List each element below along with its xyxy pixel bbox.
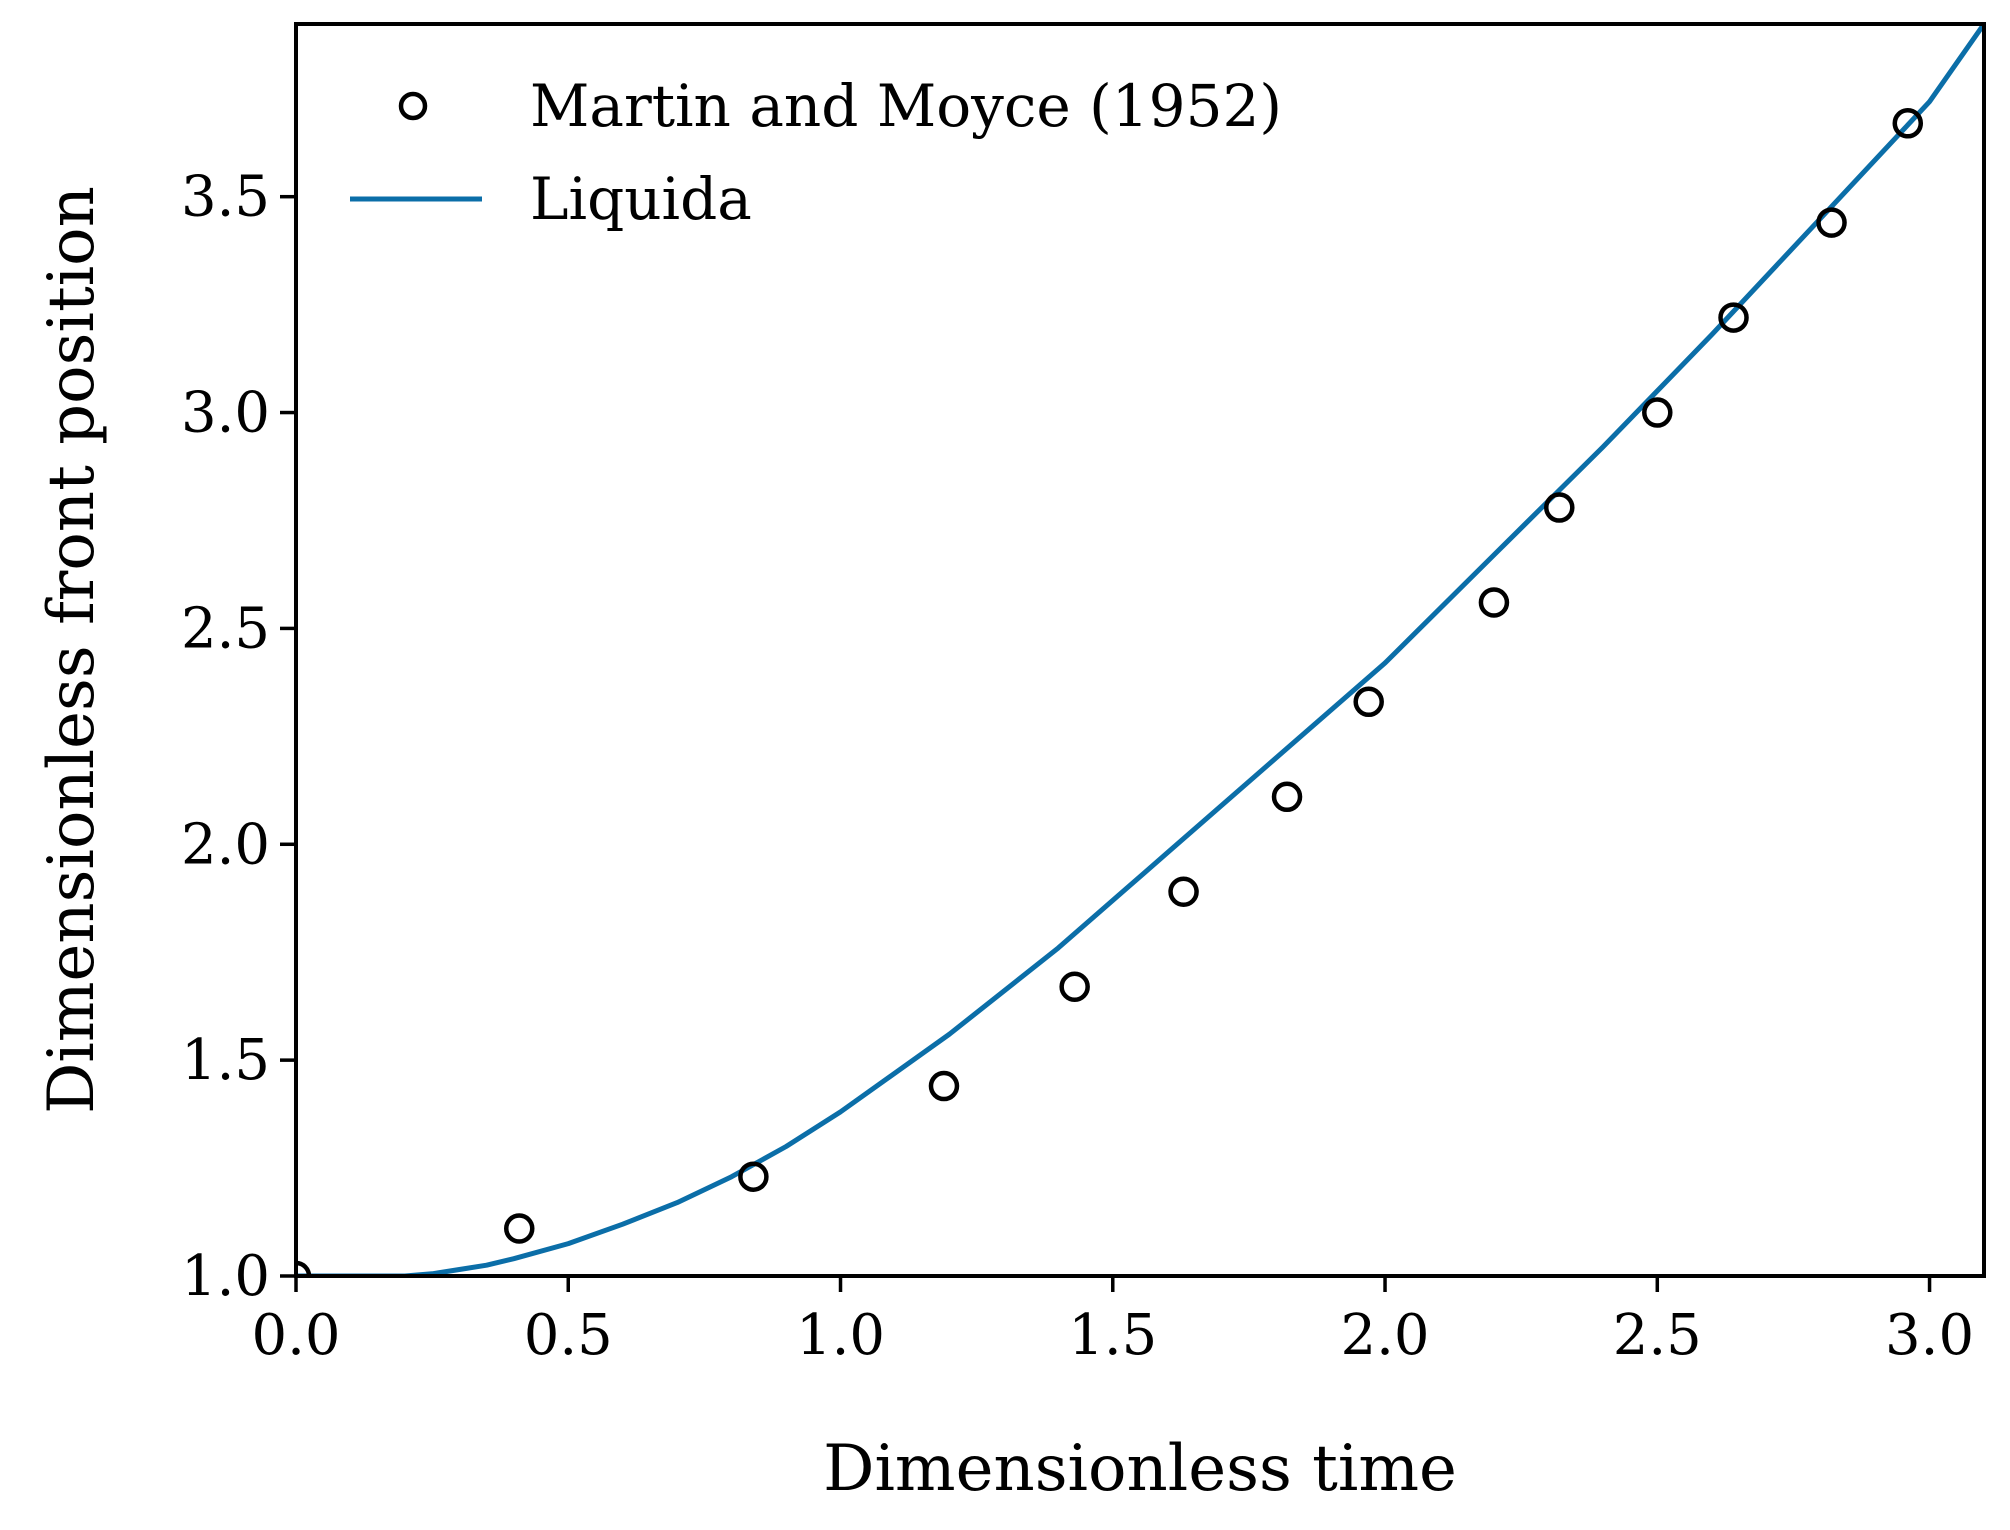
x-axis-label: Dimensionless time [823,1432,1457,1506]
legend-marker-martin-moyce [398,91,428,121]
plot-area [296,24,1984,1276]
y-axis-ticks: 1.0 1.5 2.0 2.5 3.0 3.5 [181,165,296,1309]
data-point-martin-moyce [1544,492,1575,523]
series-line-liquida [296,24,1984,1276]
data-point-martin-moyce [1271,781,1303,813]
data-point-martin-moyce [1478,587,1510,618]
y-axis-label: Dimensionless front position [35,186,109,1114]
data-point-martin-moyce [1353,686,1384,718]
y-tick-label: 1.0 [181,1244,270,1309]
legend-label-martin-moyce: Martin and Moyce (1952) [530,72,1282,140]
data-point-martin-moyce [1168,876,1199,908]
legend: Martin and Moyce (1952) Liquida [350,72,1282,233]
x-tick-label: 1.5 [1068,1303,1157,1368]
x-tick-label: 0.0 [251,1303,340,1368]
y-tick-label: 2.5 [181,596,270,661]
data-point-martin-moyce [1892,108,1924,139]
series-layer [296,24,1984,1276]
plot-area-frame [294,22,1986,1278]
x-tick-label: 0.5 [524,1303,613,1368]
x-tick-label: 2.0 [1341,1303,1430,1368]
data-point-martin-moyce [738,1161,769,1192]
legend-label-liquida: Liquida [530,165,752,233]
y-tick-label: 1.5 [181,1028,270,1093]
y-tick-label: 3.5 [181,165,270,230]
data-point-martin-moyce [1718,302,1749,333]
data-point-martin-moyce [1642,397,1673,428]
data-point-martin-moyce [928,1070,960,1102]
y-tick-label: 2.0 [181,812,270,877]
y-tick-label: 3.0 [181,381,270,446]
x-axis-ticks: 0.0 0.5 1.0 1.5 2.0 2.5 3.0 [251,1276,1974,1368]
x-tick-label: 2.5 [1613,1303,1702,1368]
data-point-martin-moyce [1059,971,1090,1002]
x-tick-label: 1.0 [796,1303,885,1368]
data-point-martin-moyce [1816,207,1847,238]
x-tick-label: 3.0 [1885,1303,1974,1368]
data-point-martin-moyce [504,1213,535,1244]
